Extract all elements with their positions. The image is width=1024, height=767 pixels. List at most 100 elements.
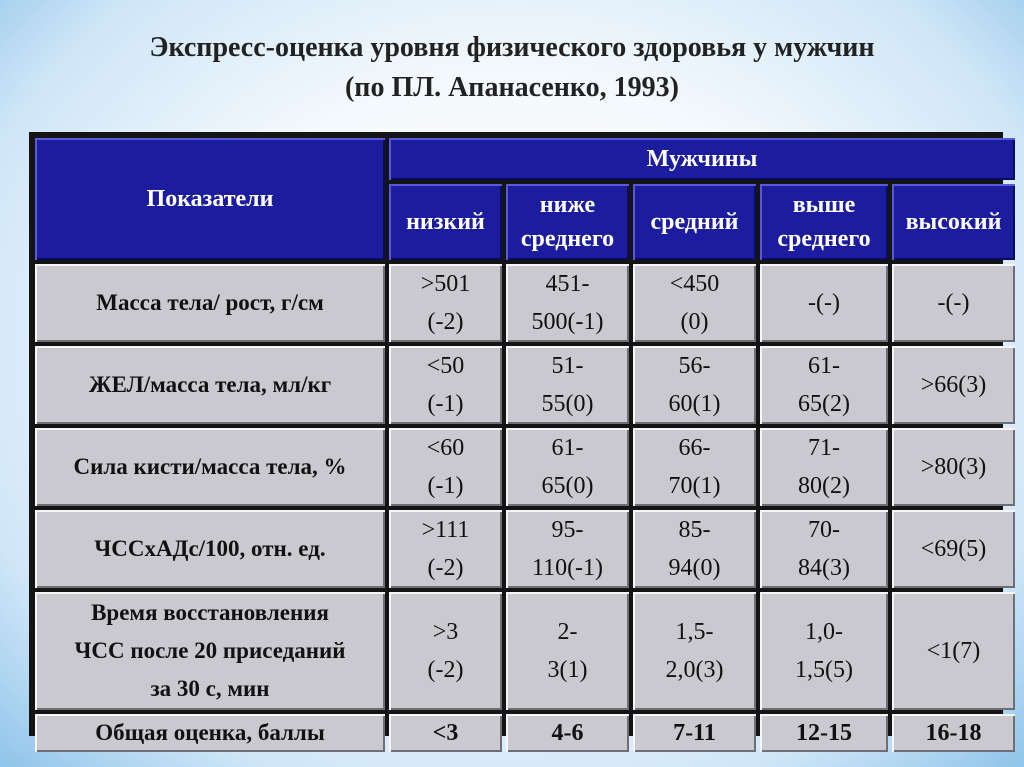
value-cell-line-2: 80(2) — [798, 473, 850, 499]
value-cell: >501 (-2) — [389, 264, 502, 342]
value-cell: -(-) — [760, 264, 888, 342]
value-cell-line-2: 55(0) — [541, 391, 594, 417]
value-cell: <50 (-1) — [389, 346, 502, 424]
value-cell-line-1: 71- — [808, 435, 840, 461]
value-cell-line-1: 451- — [545, 271, 590, 297]
value-cell: <60 (-1) — [389, 428, 502, 506]
value-cell: 95- 110(-1) — [506, 510, 629, 588]
row-label-line-1: Время восстановления — [91, 600, 329, 625]
row-label: Время восстановления ЧСС после 20 приседа… — [35, 592, 385, 710]
value-cell: <69(5) — [892, 510, 1015, 588]
value-cell-line-2: (-1) — [427, 391, 464, 417]
value-cell-line-2: 84(3) — [798, 555, 850, 581]
total-cell: <3 — [389, 714, 502, 752]
value-cell: 56- 60(1) — [633, 346, 756, 424]
value-cell-line-1: >80(3) — [920, 454, 987, 480]
row-label: ЖЕЛ/масса тела, мл/кг — [35, 346, 385, 424]
level-header-1-line-1: низкий — [406, 209, 485, 235]
level-header-2: ниже среднего — [506, 184, 629, 260]
value-cell-line-2: 65(0) — [541, 473, 594, 499]
value-cell-line-2: 94(0) — [668, 555, 721, 581]
level-header-2-line-2: среднего — [520, 226, 615, 252]
level-header-4: выше среднего — [760, 184, 888, 260]
value-cell: 1,5- 2,0(3) — [633, 592, 756, 710]
value-cell-line-1: 95- — [551, 517, 584, 543]
value-cell: >66(3) — [892, 346, 1015, 424]
health-assessment-table-frame: Показатели Мужчины низкий ниже среднего сре… — [29, 132, 1015, 752]
value-cell-line-2: (-2) — [427, 555, 464, 581]
value-cell-line-1: 1,5- — [675, 619, 714, 645]
total-label: Общая оценка, баллы — [35, 714, 385, 752]
value-cell: 61- 65(2) — [760, 346, 888, 424]
value-cell-line-2: 3(1) — [547, 657, 588, 683]
level-header-4-line-1: выше — [792, 192, 856, 218]
value-cell-line-1: 56- — [678, 353, 711, 379]
level-header-2-line-1: ниже — [539, 192, 596, 218]
value-cell-line-2: 60(1) — [668, 391, 721, 417]
level-header-5: высокий — [892, 184, 1015, 260]
value-cell-line-1: 61- — [551, 435, 584, 461]
value-cell-line-1: 85- — [678, 517, 711, 543]
value-cell: 2- 3(1) — [506, 592, 629, 710]
value-cell-line-2: (0) — [680, 309, 709, 335]
value-cell-line-1: >501 — [420, 271, 471, 297]
row-label-line-2: ЧСС после 20 приседаний — [74, 638, 346, 663]
value-cell-line-1: <69(5) — [920, 536, 987, 562]
value-cell-line-2: 500(-1) — [531, 309, 604, 335]
level-header-5-line-1: высокий — [905, 209, 1002, 235]
value-cell: 85- 94(0) — [633, 510, 756, 588]
health-assessment-table: Показатели Мужчины низкий ниже среднего сре… — [31, 134, 1019, 756]
value-cell-line-2: 1,5(5) — [795, 657, 853, 683]
level-header-1: низкий — [389, 184, 502, 260]
total-cell: 12-15 — [760, 714, 888, 752]
total-cell: 4-6 — [506, 714, 629, 752]
value-cell-line-1: <1(7) — [926, 638, 981, 664]
value-cell: <1(7) — [892, 592, 1015, 710]
value-cell-line-1: 2- — [557, 619, 578, 645]
value-cell: >111 (-2) — [389, 510, 502, 588]
value-cell-line-2: (-2) — [427, 309, 464, 335]
row-label-line-1: Сила кисти/масса тела, % — [73, 454, 347, 479]
value-cell-line-2: (-2) — [427, 657, 464, 683]
value-cell: 451- 500(-1) — [506, 264, 629, 342]
table-row: Сила кисти/масса тела, % <60 (-1) 61- 65(0) 6… — [35, 428, 1015, 506]
row-label: Масса тела/ рост, г/см — [35, 264, 385, 342]
table-row: Масса тела/ рост, г/см >501 (-2) 451- 500(-1… — [35, 264, 1015, 342]
value-cell: >3 (-2) — [389, 592, 502, 710]
value-cell-line-2: 65(2) — [798, 391, 850, 417]
table-row: ЖЕЛ/масса тела, мл/кг <50 (-1) 51- 55(0) 56- 6… — [35, 346, 1015, 424]
value-cell-line-1: <450 — [669, 271, 720, 297]
value-cell-line-2: (-1) — [427, 473, 464, 499]
title-line-2: (по ПЛ. Апанасенко, 1993) — [344, 72, 679, 103]
row-label-line-1: ЖЕЛ/масса тела, мл/кг — [88, 372, 332, 397]
value-cell: >80(3) — [892, 428, 1015, 506]
value-cell: 61- 65(0) — [506, 428, 629, 506]
value-cell-line-1: >3 — [432, 619, 459, 645]
value-cell-line-1: 70- — [808, 517, 840, 543]
total-cell: 7-11 — [633, 714, 756, 752]
value-cell-line-1: <60 — [426, 435, 465, 461]
value-cell: 71- 80(2) — [760, 428, 888, 506]
value-cell-line-1: 51- — [551, 353, 584, 379]
value-cell-line-1: >111 — [421, 517, 470, 543]
value-cell-line-1: >66(3) — [920, 372, 987, 398]
value-cell-line-2: 70(1) — [668, 473, 721, 499]
slide-title: Экспресс-оценка уровня физического здоро… — [0, 28, 1024, 108]
value-cell: 66- 70(1) — [633, 428, 756, 506]
table-row: Время восстановления ЧСС после 20 приседа… — [35, 592, 1015, 710]
value-cell-line-1: 1,0- — [805, 619, 843, 645]
group-header: Мужчины — [389, 138, 1015, 180]
row-label-line-1: ЧССхАДс/100, отн. ед. — [94, 536, 326, 561]
row-label-line-3: за 30 с, мин — [150, 676, 270, 701]
row-label-line-1: Масса тела/ рост, г/см — [96, 290, 324, 315]
value-cell-line-1: -(-) — [808, 290, 840, 316]
value-cell-line-2: 2,0(3) — [665, 657, 724, 683]
value-cell-line-1: 66- — [678, 435, 711, 461]
title-line-1: Экспресс-оценка уровня физического здоро… — [149, 32, 875, 63]
value-cell: 70- 84(3) — [760, 510, 888, 588]
value-cell: 51- 55(0) — [506, 346, 629, 424]
param-header: Показатели — [35, 138, 385, 260]
value-cell: -(-) — [892, 264, 1015, 342]
value-cell: 1,0- 1,5(5) — [760, 592, 888, 710]
value-cell-line-1: 61- — [808, 353, 840, 379]
